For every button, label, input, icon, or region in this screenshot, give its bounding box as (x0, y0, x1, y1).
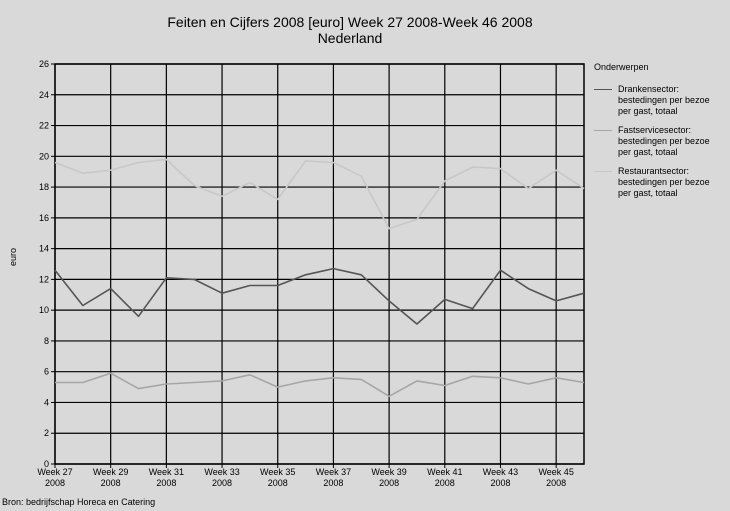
y-tick-label: 4 (44, 397, 49, 407)
x-tick-label: Week 39 2008 (371, 467, 406, 488)
grid (54, 63, 585, 465)
plot-area (54, 63, 585, 465)
y-tick-label: 26 (39, 59, 49, 69)
legend-swatch (594, 130, 612, 131)
y-axis-label: euro (8, 247, 19, 267)
x-tick-label: Week 33 2008 (204, 467, 239, 488)
legend-label: Fastservicesector: bestedingen per bezoe… (618, 125, 710, 157)
y-tick-label: 16 (39, 213, 49, 223)
legend-label: Drankensector: bestedingen per bezoe per… (618, 84, 710, 116)
legend-item-drankensector: Drankensector: bestedingen per bezoe per… (594, 84, 730, 117)
x-tick-label: Week 41 2008 (427, 467, 462, 488)
x-tick-label: Week 43 2008 (483, 467, 518, 488)
y-tick-label: 18 (39, 182, 49, 192)
legend-label: Restaurantsector: bestedingen per bezoe … (618, 166, 710, 198)
series-lines (54, 158, 585, 398)
chart-subtitle: Nederland (317, 30, 383, 46)
y-tick-label: 10 (39, 305, 49, 315)
y-tick-label: 12 (39, 274, 49, 284)
source-note: Bron: bedrijfschap Horeca en Catering (2, 497, 156, 507)
series-line-2 (54, 158, 585, 230)
legend-title: Onderwerpen (594, 62, 649, 72)
legend-item-fastservicesector: Fastservicesector: bestedingen per bezoe… (594, 125, 730, 158)
y-tick-label: 20 (39, 151, 49, 161)
y-tick-label: 8 (44, 336, 49, 346)
series-line-1 (55, 372, 585, 398)
legend: Onderwerpen Drankensector: bestedingen p… (594, 62, 730, 207)
y-tick-label: 0 (44, 459, 49, 469)
x-tick-label: Week 29 2008 (93, 467, 128, 488)
y-tick-label: 24 (39, 90, 49, 100)
y-tick-label: 2 (44, 428, 49, 438)
x-tick-label: Week 45 2008 (538, 467, 573, 488)
series-line-0 (54, 267, 585, 325)
legend-swatch (594, 171, 612, 172)
chart-title: Feiten en Cijfers 2008 [euro] Week 27 20… (167, 14, 533, 30)
y-tick-label: 14 (39, 244, 49, 254)
legend-item-restaurantsector: Restaurantsector: bestedingen per bezoe … (594, 166, 730, 199)
x-tick-label: Week 35 2008 (260, 467, 295, 488)
y-tick-label: 6 (44, 367, 49, 377)
x-tick-label: Week 31 2008 (149, 467, 184, 488)
x-tick-label: Week 27 2008 (37, 467, 72, 488)
legend-swatch (594, 89, 612, 90)
y-tick-label: 22 (39, 121, 49, 131)
x-tick-label: Week 37 2008 (316, 467, 351, 488)
